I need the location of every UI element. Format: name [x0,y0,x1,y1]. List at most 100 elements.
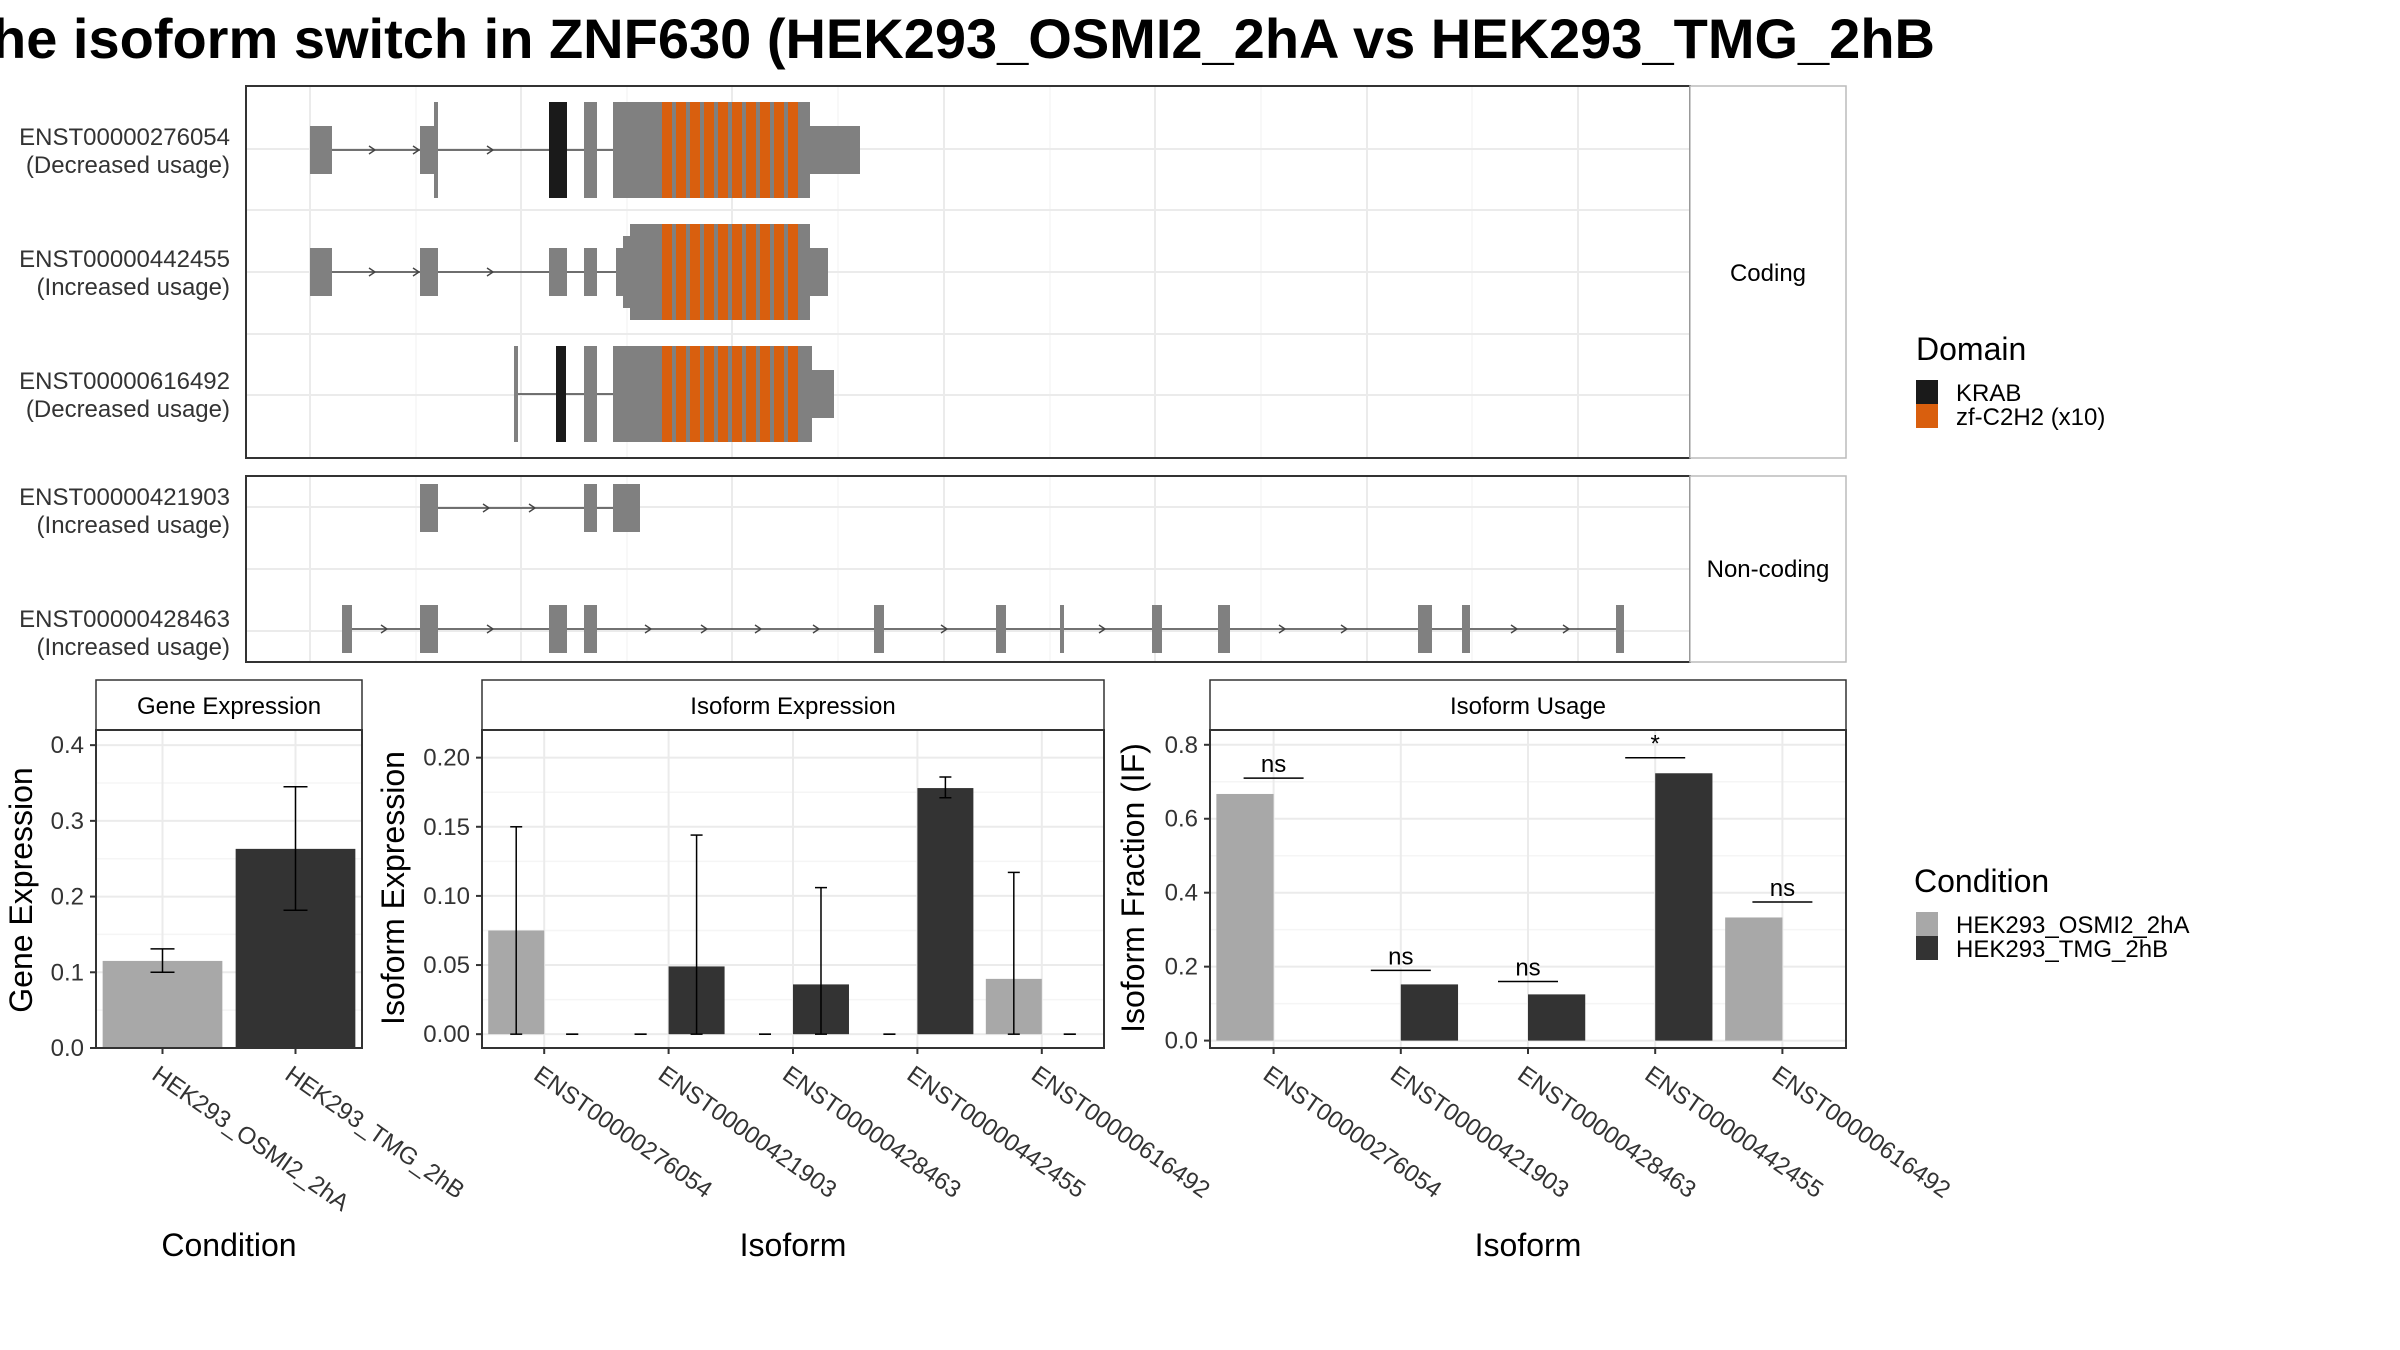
zf-c2h2-domain [760,224,770,320]
zf-c2h2-domain [760,346,770,442]
chart-strip [481,679,1105,731]
significance-label: ns [1388,943,1413,970]
zf-c2h2-domain [774,224,784,320]
y-axis-title: Gene Expression [3,767,39,1012]
y-tick-label: 0.05 [423,952,470,979]
domain-legend: Domain KRAB zf-C2H2 (x10) [1916,331,2105,431]
exon [1060,605,1064,653]
zf-c2h2-domain [704,224,714,320]
bar [1528,994,1586,1041]
noncoding-strip [1689,475,1847,663]
direction-arrow [812,624,821,634]
zf-c2h2-domain [732,224,742,320]
transcript-labels: ENST00000276054 (Decreased usage) ENST00… [19,124,230,661]
bar [1725,917,1783,1041]
chart-strip [1209,679,1847,731]
direction-arrow [940,624,949,634]
exon [584,605,597,653]
significance-label: * [1651,731,1660,758]
plot-area: 0.000.050.100.150.20ENST00000276054ENST0… [423,729,1215,1204]
y-tick-label: 0.20 [423,745,470,772]
plot-border [1209,729,1847,1049]
y-tick-label: 0.4 [1165,880,1198,907]
y-tick-label: 0.4 [51,732,84,759]
exon [810,126,860,174]
plot-border [95,729,363,1049]
exon [584,484,597,532]
krab-domain [556,346,566,442]
zf-c2h2-domain [704,102,714,198]
bar [917,788,974,1035]
transcript-id-label: ENST00000616492 [19,368,230,395]
direction-arrow [1278,624,1287,634]
exon [812,370,834,418]
y-tick-label: 0.2 [51,884,84,911]
exon [613,484,640,532]
zf-c2h2-domain [746,346,756,442]
direction-arrow [700,624,709,634]
coding-tracks [310,102,860,442]
legend-label-krab: KRAB [1956,380,2021,407]
krab-domain [549,102,567,198]
zf-c2h2-domain [788,102,798,198]
x-axis-title: Condition [161,1227,296,1263]
exon [514,346,518,442]
x-axis-title: Isoform [740,1227,847,1263]
exon [342,605,352,653]
transcript-usage-label: (Increased usage) [37,274,230,301]
exon [613,346,655,442]
zf-c2h2-domain [704,346,714,442]
exon [1462,605,1470,653]
direction-arrow [380,624,389,634]
chart-isoform-expression: Isoform Expression Isoform Isoform Expre… [375,679,1215,1263]
direction-arrow [528,503,537,513]
exon [584,102,597,198]
transcript-usage-label: (Increased usage) [37,634,230,661]
legend-key-tmg [1916,936,1938,960]
significance-label: ns [1261,751,1286,778]
legend-label-tmg: HEK293_TMG_2hB [1956,936,2168,963]
zf-c2h2-domain [662,224,672,320]
transcript-id-label: ENST00000421903 [19,484,230,511]
zf-c2h2-domain [662,346,672,442]
direction-arrow [1510,624,1519,634]
transcript-usage-label: (Decreased usage) [26,396,230,423]
transcript-id-label: ENST00000442455 [19,246,230,273]
noncoding-panel: Non-coding [245,475,1847,663]
zf-c2h2-domain [690,346,700,442]
y-tick-label: 0.1 [51,959,84,986]
y-tick-label: 0.0 [1165,1028,1198,1055]
exon [434,102,438,198]
bar [1655,773,1713,1041]
exon [549,248,567,296]
y-tick-label: 0.6 [1165,806,1198,833]
exon [798,346,812,442]
exon [584,346,597,442]
condition-legend-title: Condition [1914,863,2049,899]
legend-label-zf: zf-C2H2 (x10) [1956,404,2105,431]
bar [102,960,223,1048]
coding-panel: Coding [245,85,1847,459]
y-tick-label: 0.10 [423,883,470,910]
y-axis-title: Isoform Fraction (IF) [1115,743,1151,1033]
exon [613,102,655,198]
zf-c2h2-domain [746,224,756,320]
x-axis-title: Isoform [1475,1227,1582,1263]
direction-arrow [486,267,495,277]
zf-c2h2-domain [676,102,686,198]
direction-arrow [368,267,377,277]
exon [1616,605,1624,653]
legend-key-zf [1916,404,1938,428]
zf-c2h2-domain [788,346,798,442]
chart-title: Isoform Expression [690,693,895,720]
condition-legend: Condition HEK293_OSMI2_2hA HEK293_TMG_2h… [1914,863,2189,963]
y-tick-label: 0.2 [1165,954,1198,981]
exon [584,248,597,296]
exon [549,605,567,653]
direction-arrow [486,624,495,634]
transcript-id-label: ENST00000276054 [19,124,230,151]
zf-c2h2-domain [774,102,784,198]
exon [810,248,828,296]
zf-c2h2-domain [718,346,728,442]
legend-key-osmi [1916,912,1938,936]
